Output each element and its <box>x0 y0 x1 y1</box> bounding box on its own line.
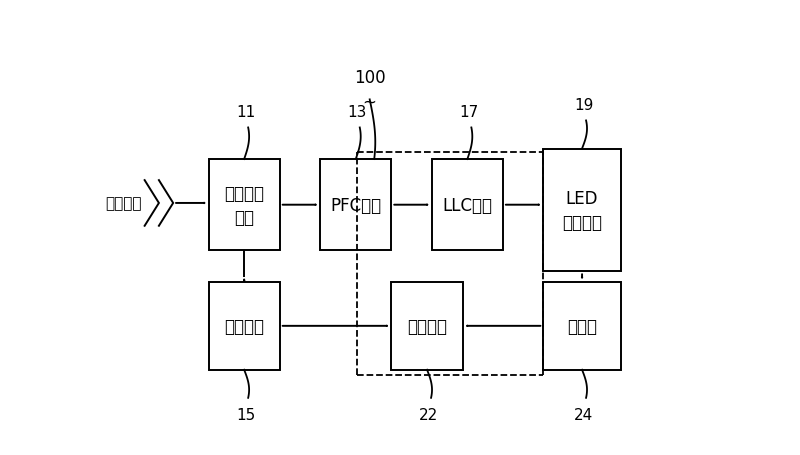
Text: 液晶屏: 液晶屏 <box>567 317 597 335</box>
Text: 15: 15 <box>236 407 255 422</box>
Text: 待机电路: 待机电路 <box>224 317 264 335</box>
Text: 13: 13 <box>347 105 367 119</box>
Text: 17: 17 <box>459 105 478 119</box>
Text: LED
驱动电路: LED 驱动电路 <box>562 190 602 231</box>
Text: 22: 22 <box>419 407 438 422</box>
Bar <box>391 282 462 370</box>
Text: 19: 19 <box>574 97 594 112</box>
Text: 11: 11 <box>236 105 255 119</box>
Text: LLC电路: LLC电路 <box>442 196 492 214</box>
Text: 24: 24 <box>574 407 593 422</box>
Bar <box>209 282 280 370</box>
Text: 整流滤波
电路: 整流滤波 电路 <box>224 184 264 226</box>
Text: 交流输入: 交流输入 <box>106 196 142 211</box>
Text: 100: 100 <box>354 69 386 86</box>
Text: PFC电路: PFC电路 <box>330 196 382 214</box>
Bar <box>432 160 503 251</box>
Bar <box>320 160 391 251</box>
Text: ~: ~ <box>362 93 377 111</box>
Bar <box>543 149 621 272</box>
Bar <box>209 160 280 251</box>
Text: 电视主板: 电视主板 <box>407 317 447 335</box>
Bar <box>543 282 621 370</box>
